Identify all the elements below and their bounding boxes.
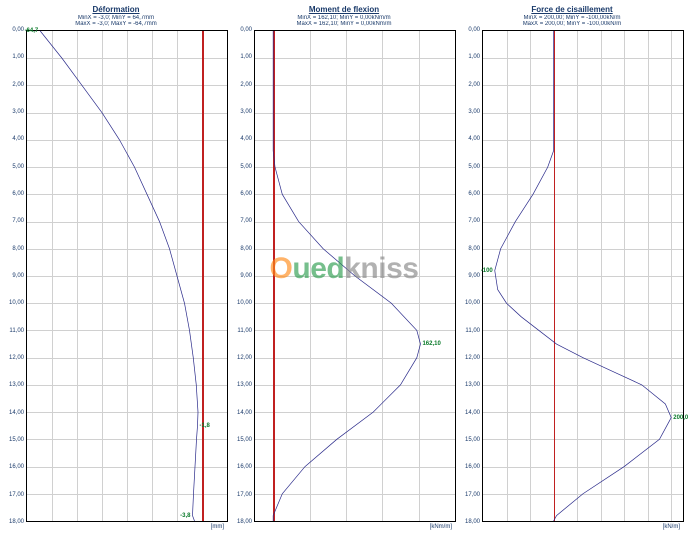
y-tick-label: 14,00 <box>465 410 480 416</box>
panel-sub2: MaxX = -3,0; MaxY = -64,7mm <box>4 21 228 28</box>
plot-wrap: 0,00 1,00 2,00 3,00 4,00 5,00 6,00 7,00 8,00 9,00… <box>232 30 456 522</box>
y-tick-label: 0,00 <box>240 27 252 33</box>
y-tick-label: 11,00 <box>237 328 252 334</box>
x-axis-label: [kNm/m] <box>232 522 456 534</box>
panel-title: Moment de flexion <box>232 6 456 15</box>
y-tick-label: 14,00 <box>9 410 24 416</box>
y-tick-label: 7,00 <box>12 218 24 224</box>
panel-title: Déformation <box>4 6 228 15</box>
y-tick-label: 7,00 <box>468 218 480 224</box>
y-tick-label: 15,00 <box>9 437 24 443</box>
chart-panel: Moment de flexionMinX = 162,10; MinY = 0… <box>232 4 456 534</box>
y-tick-label: 6,00 <box>12 191 24 197</box>
curve-svg <box>27 31 227 521</box>
y-tick-label: 2,00 <box>240 82 252 88</box>
plot-area: 162,10 <box>254 30 456 522</box>
x-axis-label: [kN/m] <box>460 522 684 534</box>
curve-marker: 200,00 <box>671 415 688 421</box>
y-axis: 0,00 1,00 2,00 3,00 4,00 5,00 6,00 7,00 8,00 9,00… <box>460 30 482 522</box>
y-tick-label: 17,00 <box>9 492 24 498</box>
panel-header: DéformationMinX = -3,0; MinY = 64,7mmMax… <box>4 4 228 30</box>
panel-sub1: MinX = -3,0; MinY = 64,7mm <box>4 15 228 22</box>
y-tick-label: 9,00 <box>240 273 252 279</box>
y-tick-label: 5,00 <box>12 164 24 170</box>
y-tick-label: 3,00 <box>12 109 24 115</box>
y-tick-label: 9,00 <box>468 273 480 279</box>
panel-header: Force de cisaillementMinX = 200,00; MinY… <box>460 4 684 30</box>
y-tick-label: 8,00 <box>240 246 252 252</box>
y-tick-label: 7,00 <box>240 218 252 224</box>
y-tick-label: 13,00 <box>465 382 480 388</box>
y-tick-label: 12,00 <box>237 355 252 361</box>
y-tick-label: 3,00 <box>240 109 252 115</box>
y-tick-label: 6,00 <box>468 191 480 197</box>
panel-sub2: MaxX = 200,00; MinY = -100,00kN/m <box>460 21 684 28</box>
panel-sub1: MinX = 162,10; MinY = 0,00kNm/m <box>232 15 456 22</box>
y-tick-label: 15,00 <box>237 437 252 443</box>
panel-title: Force de cisaillement <box>460 6 684 15</box>
y-tick-label: 18,00 <box>465 519 480 525</box>
y-tick-label: 0,00 <box>468 27 480 33</box>
panel-sub2: MaxX = 162,10; MinY = 0,00kNm/m <box>232 21 456 28</box>
curve-marker: -3,8 <box>180 513 192 519</box>
x-axis-label: [mm] <box>4 522 228 534</box>
chart-panel: Force de cisaillementMinX = 200,00; MinY… <box>460 4 684 534</box>
y-tick-label: 17,00 <box>237 492 252 498</box>
y-tick-label: 2,00 <box>468 82 480 88</box>
y-tick-label: 4,00 <box>12 136 24 142</box>
y-tick-label: 11,00 <box>9 328 24 334</box>
curve-svg <box>255 31 455 521</box>
y-tick-label: 14,00 <box>237 410 252 416</box>
y-tick-label: 10,00 <box>9 300 24 306</box>
curve-path <box>273 31 420 521</box>
y-tick-label: 15,00 <box>465 437 480 443</box>
y-tick-label: 5,00 <box>468 164 480 170</box>
y-tick-label: 10,00 <box>237 300 252 306</box>
y-tick-label: 6,00 <box>240 191 252 197</box>
curve-marker: -1,8 <box>198 423 210 429</box>
curve-marker: 162,10 <box>420 341 440 347</box>
y-tick-label: 13,00 <box>9 382 24 388</box>
plot-wrap: 0,00 1,00 2,00 3,00 4,00 5,00 6,00 7,00 8,00 9,00… <box>4 30 228 522</box>
y-tick-label: 1,00 <box>12 54 24 60</box>
panel-sub1: MinX = 200,00; MinY = -100,00kN/m <box>460 15 684 22</box>
panel-header: Moment de flexionMinX = 162,10; MinY = 0… <box>232 4 456 30</box>
y-tick-label: 1,00 <box>468 54 480 60</box>
chart-panel: DéformationMinX = -3,0; MinY = 64,7mmMax… <box>4 4 228 534</box>
plot-area: -64,7 -1,8 -3,8 <box>26 30 228 522</box>
panels-container: DéformationMinX = -3,0; MinY = 64,7mmMax… <box>0 0 688 538</box>
y-tick-label: 8,00 <box>468 246 480 252</box>
y-tick-label: 4,00 <box>468 136 480 142</box>
y-tick-label: 10,00 <box>465 300 480 306</box>
y-tick-label: 16,00 <box>465 464 480 470</box>
plot-wrap: 0,00 1,00 2,00 3,00 4,00 5,00 6,00 7,00 8,00 9,00… <box>460 30 684 522</box>
y-axis: 0,00 1,00 2,00 3,00 4,00 5,00 6,00 7,00 8,00 9,00… <box>4 30 26 522</box>
y-tick-label: 8,00 <box>12 246 24 252</box>
y-tick-label: 12,00 <box>465 355 480 361</box>
y-axis: 0,00 1,00 2,00 3,00 4,00 5,00 6,00 7,00 8,00 9,00… <box>232 30 254 522</box>
y-tick-label: 9,00 <box>12 273 24 279</box>
y-tick-label: 4,00 <box>240 136 252 142</box>
y-tick-label: 11,00 <box>465 328 480 334</box>
curve-path <box>495 31 671 521</box>
y-tick-label: 2,00 <box>12 82 24 88</box>
curve-marker: -100 <box>481 268 495 274</box>
curve-path <box>40 31 198 521</box>
y-tick-label: 5,00 <box>240 164 252 170</box>
y-tick-label: 16,00 <box>9 464 24 470</box>
y-tick-label: 18,00 <box>237 519 252 525</box>
y-tick-label: 3,00 <box>468 109 480 115</box>
y-tick-label: 13,00 <box>237 382 252 388</box>
y-tick-label: 0,00 <box>12 27 24 33</box>
y-tick-label: 18,00 <box>9 519 24 525</box>
y-tick-label: 12,00 <box>9 355 24 361</box>
curve-marker: -64,7 <box>25 28 41 34</box>
curve-svg <box>483 31 683 521</box>
y-tick-label: 17,00 <box>465 492 480 498</box>
y-tick-label: 16,00 <box>237 464 252 470</box>
y-tick-label: 1,00 <box>240 54 252 60</box>
plot-area: -100200,00 <box>482 30 684 522</box>
